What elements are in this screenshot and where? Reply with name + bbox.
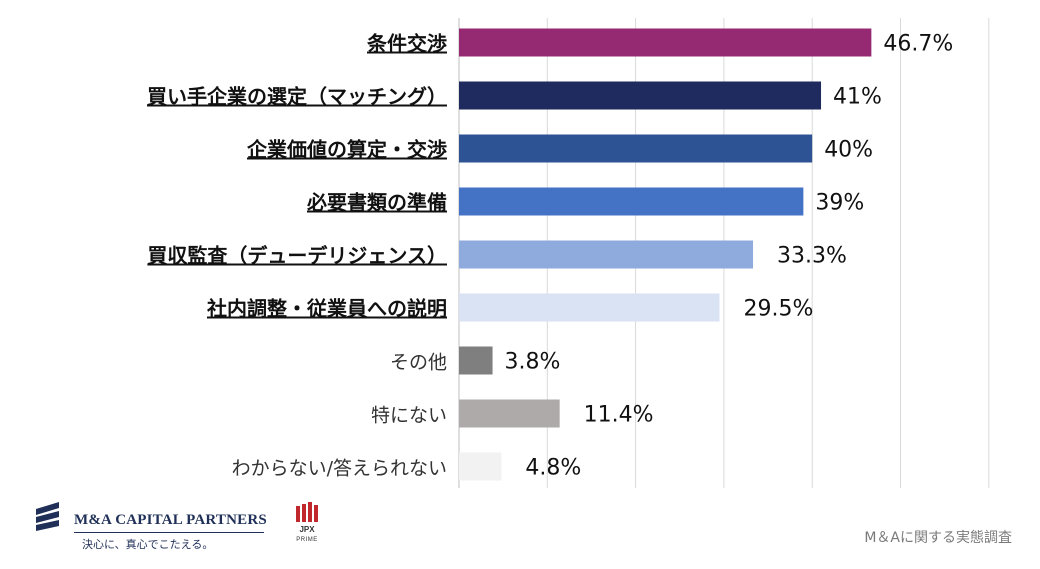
value-label: 29.5% xyxy=(743,297,813,322)
category-label: 必要書類の準備 xyxy=(306,191,447,215)
bar xyxy=(459,452,502,481)
company-name: M&A CAPITAL PARTNERS xyxy=(74,512,267,528)
survey-source-note: M＆Aに関する実態調査 xyxy=(864,530,1012,546)
logo-divider xyxy=(74,532,264,533)
value-label: 3.8% xyxy=(505,350,561,375)
bar-chart: 条件交渉 46.7% 買い手企業の選定（マッチング） 41% 企業価値の算定・交渉 40%… xyxy=(147,18,990,488)
value-label: 4.8% xyxy=(525,456,581,481)
value-label: 33.3% xyxy=(777,244,847,269)
jpx-mark-icon xyxy=(296,502,318,522)
value-label: 11.4% xyxy=(584,403,654,428)
category-label: わからない/答えられない xyxy=(232,458,447,480)
jpx-segment: PRIME xyxy=(296,537,318,543)
jpx-label: JPX xyxy=(299,525,315,534)
bar xyxy=(459,240,754,269)
category-label: 買い手企業の選定（マッチング） xyxy=(147,85,447,109)
company-tagline: 決心に、真心でこたえる。 xyxy=(82,538,214,551)
value-label: 39% xyxy=(815,191,864,216)
category-label: その他 xyxy=(390,352,447,374)
category-label: 特にない xyxy=(371,405,447,427)
category-label: 企業価値の算定・交渉 xyxy=(246,138,447,162)
bar xyxy=(459,293,720,322)
bar xyxy=(459,81,822,110)
bar xyxy=(459,187,804,216)
bar xyxy=(459,346,493,375)
category-label: 条件交渉 xyxy=(367,32,447,56)
bar xyxy=(459,28,872,57)
category-label: 買収監査（デューデリジェンス） xyxy=(147,244,447,268)
value-label: 46.7% xyxy=(883,32,953,57)
company-logo: M&A CAPITAL PARTNERS 決心に、真心でこたえる。 xyxy=(30,496,270,556)
bar xyxy=(459,134,813,163)
value-label: 41% xyxy=(833,85,882,110)
company-logo-mark-icon xyxy=(36,502,59,531)
category-label: 社内調整・従業員への説明 xyxy=(206,297,447,321)
bar xyxy=(459,399,560,428)
value-label: 40% xyxy=(824,138,873,163)
jpx-logo: JPX PRIME xyxy=(286,502,328,552)
